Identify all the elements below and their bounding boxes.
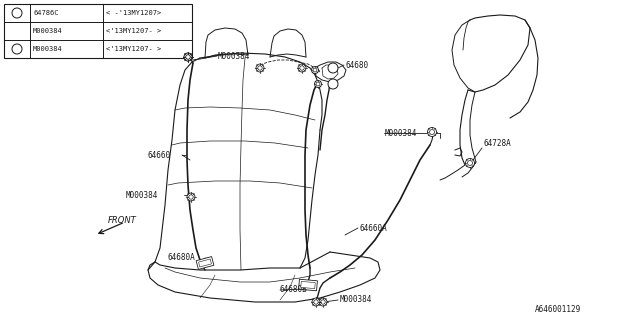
- Circle shape: [12, 8, 22, 18]
- Text: 64786C: 64786C: [33, 10, 58, 16]
- Text: 2: 2: [15, 46, 19, 52]
- Text: <'13MY1207- >: <'13MY1207- >: [106, 46, 161, 52]
- Circle shape: [12, 44, 22, 54]
- Circle shape: [184, 53, 192, 61]
- Circle shape: [300, 66, 304, 70]
- Text: 64680: 64680: [345, 60, 368, 69]
- Text: M000384: M000384: [33, 28, 63, 34]
- Circle shape: [328, 63, 338, 73]
- Text: 1: 1: [15, 11, 19, 15]
- Circle shape: [468, 161, 472, 165]
- Text: M000384: M000384: [126, 190, 158, 199]
- Circle shape: [312, 298, 320, 306]
- Circle shape: [187, 193, 195, 201]
- Circle shape: [314, 300, 318, 304]
- Circle shape: [312, 67, 319, 74]
- Circle shape: [314, 81, 321, 87]
- Circle shape: [258, 66, 262, 70]
- Circle shape: [428, 127, 436, 137]
- Bar: [198, 259, 211, 267]
- Text: 1: 1: [331, 66, 335, 70]
- Text: 64680A: 64680A: [168, 253, 196, 262]
- Text: A646001129: A646001129: [535, 306, 581, 315]
- Circle shape: [328, 79, 338, 89]
- Text: M000384: M000384: [385, 129, 417, 138]
- Circle shape: [298, 64, 306, 72]
- Circle shape: [321, 300, 325, 304]
- Circle shape: [465, 158, 474, 167]
- Text: < -'13MY1207>: < -'13MY1207>: [106, 10, 161, 16]
- Text: M000384: M000384: [340, 295, 372, 305]
- Bar: [4, 4, 192, 58]
- Text: 64680B: 64680B: [280, 285, 308, 294]
- Text: 64660: 64660: [148, 150, 171, 159]
- Bar: [299, 279, 317, 291]
- Text: <'13MY1207- >: <'13MY1207- >: [106, 28, 161, 34]
- Circle shape: [184, 53, 192, 61]
- Circle shape: [319, 298, 327, 306]
- Text: 2: 2: [331, 82, 335, 86]
- Text: 64728A: 64728A: [483, 139, 511, 148]
- Text: 64660A: 64660A: [360, 223, 388, 233]
- Circle shape: [186, 55, 190, 59]
- Circle shape: [186, 55, 190, 59]
- Text: FRONT: FRONT: [108, 215, 137, 225]
- Bar: [196, 257, 214, 269]
- Text: M000384: M000384: [33, 46, 63, 52]
- Circle shape: [313, 68, 317, 72]
- Circle shape: [256, 64, 264, 72]
- Text: M000384: M000384: [218, 52, 250, 60]
- Bar: [301, 281, 316, 289]
- Circle shape: [189, 195, 193, 199]
- Circle shape: [316, 82, 320, 86]
- Circle shape: [429, 130, 435, 134]
